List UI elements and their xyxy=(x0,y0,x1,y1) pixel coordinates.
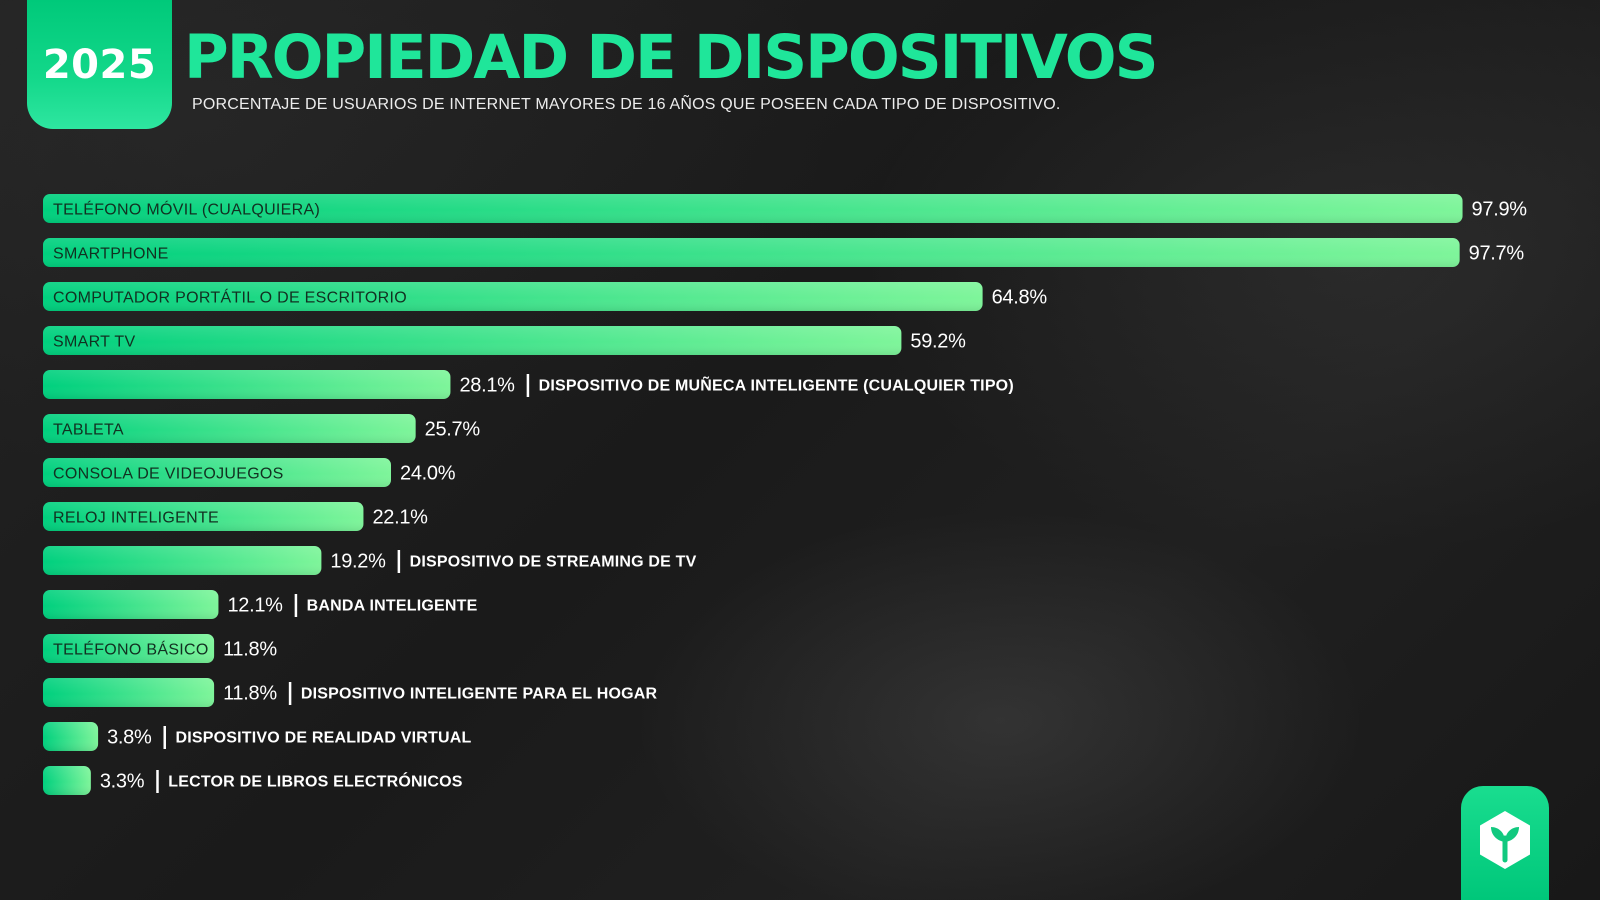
value-label: 59.2% xyxy=(910,331,966,353)
category-label: DISPOSITIVO DE MUÑECA INTELIGENTE (CUALQ… xyxy=(539,375,1014,395)
separator xyxy=(294,594,298,617)
value-label: 12.1% xyxy=(227,595,283,617)
category-label: DISPOSITIVO INTELIGENTE PARA EL HOGAR xyxy=(301,686,658,703)
value-label: 11.8% xyxy=(223,683,277,705)
category-label: SMARTPHONE xyxy=(53,246,169,263)
page-title: PROPIEDAD DE DISPOSITIVOS xyxy=(184,22,1159,93)
category-label: CONSOLA DE VIDEOJUEGOS xyxy=(53,466,284,483)
bar-row: RELOJ INTELIGENTE 22.1% xyxy=(43,502,428,531)
bar-shine xyxy=(43,370,451,399)
bar-row: SMART TV 59.2% xyxy=(43,326,966,355)
value-label: 28.1% xyxy=(459,375,515,397)
bar-shine xyxy=(43,634,215,663)
bar-row: TELÉFONO MÓVIL (CUALQUIERA) 97.9% xyxy=(43,194,1528,223)
bar-shine xyxy=(43,766,91,795)
value-label: 11.8% xyxy=(223,639,277,661)
bar-row: 11.8% DISPOSITIVO INTELIGENTE PARA EL HOG… xyxy=(43,678,658,707)
value-label: 25.7% xyxy=(425,419,481,441)
separator xyxy=(288,682,292,705)
bar-shine xyxy=(43,546,322,575)
category-label: SMART TV xyxy=(53,334,135,351)
bar-shine xyxy=(43,282,983,311)
bar-shine xyxy=(43,326,902,355)
brand-logo xyxy=(1461,786,1549,900)
value-label: 24.0% xyxy=(400,463,456,485)
bar-shine xyxy=(43,722,99,751)
bar-row: COMPUTADOR PORTÁTIL O DE ESCRITORIO 64.8% xyxy=(43,282,1048,311)
value-label: 22.1% xyxy=(372,507,428,529)
bar-row: TELÉFONO BÁSICO 11.8% xyxy=(43,634,278,663)
leaf-hexagon-icon xyxy=(1480,811,1530,869)
value-label: 3.8% xyxy=(107,727,152,749)
category-label: TELÉFONO MÓVIL (CUALQUIERA) xyxy=(53,200,320,219)
page-subtitle: PORCENTAJE DE USUARIOS DE INTERNET MAYOR… xyxy=(192,96,1061,113)
separator xyxy=(156,770,159,793)
value-label: 97.7% xyxy=(1469,243,1525,265)
separator xyxy=(397,550,401,573)
year-badge: 2025 xyxy=(27,0,172,129)
category-label: DISPOSITIVO DE REALIDAD VIRTUAL xyxy=(175,730,471,747)
category-label: DISPOSITIVO DE STREAMING DE TV xyxy=(410,554,697,571)
bar-shine xyxy=(43,238,1460,267)
value-label: 3.3% xyxy=(100,771,145,793)
category-label: TABLETA xyxy=(53,422,124,439)
category-label: COMPUTADOR PORTÁTIL O DE ESCRITORIO xyxy=(53,288,407,307)
bar-row: 3.8% DISPOSITIVO DE REALIDAD VIRTUAL xyxy=(43,722,471,751)
category-label: LECTOR DE LIBROS ELECTRÓNICOS xyxy=(168,772,463,791)
bar-row: 19.2% DISPOSITIVO DE STREAMING DE TV xyxy=(43,546,697,575)
bar-shine xyxy=(43,414,416,443)
bar-row: TABLETA 25.7% xyxy=(43,414,481,443)
separator xyxy=(526,374,530,397)
bar-shine xyxy=(43,458,391,487)
bar-row: CONSOLA DE VIDEOJUEGOS 24.0% xyxy=(43,458,456,487)
bar-shine xyxy=(43,678,215,707)
bars-layer: TELÉFONO MÓVIL (CUALQUIERA) 97.9% SMARTPHO… xyxy=(43,194,1528,795)
value-label: 97.9% xyxy=(1472,199,1528,221)
bar-row: 28.1% DISPOSITIVO DE MUÑECA INTELIGENTE (… xyxy=(43,370,1014,399)
bar-row: 12.1% BANDA INTELIGENTE xyxy=(43,590,478,619)
category-label: TELÉFONO BÁSICO xyxy=(53,640,209,659)
value-label: 19.2% xyxy=(330,551,386,573)
value-label: 64.8% xyxy=(992,287,1048,309)
year-label: 2025 xyxy=(42,41,157,88)
separator xyxy=(163,726,166,749)
bar-shine xyxy=(43,502,364,531)
category-label: BANDA INTELIGENTE xyxy=(307,598,478,615)
bar-row: 3.3% LECTOR DE LIBROS ELECTRÓNICOS xyxy=(43,766,463,795)
bar-row: SMARTPHONE 97.7% xyxy=(43,238,1525,267)
bar-shine xyxy=(43,194,1463,223)
bar-shine xyxy=(43,590,219,619)
category-label: RELOJ INTELIGENTE xyxy=(53,510,219,527)
